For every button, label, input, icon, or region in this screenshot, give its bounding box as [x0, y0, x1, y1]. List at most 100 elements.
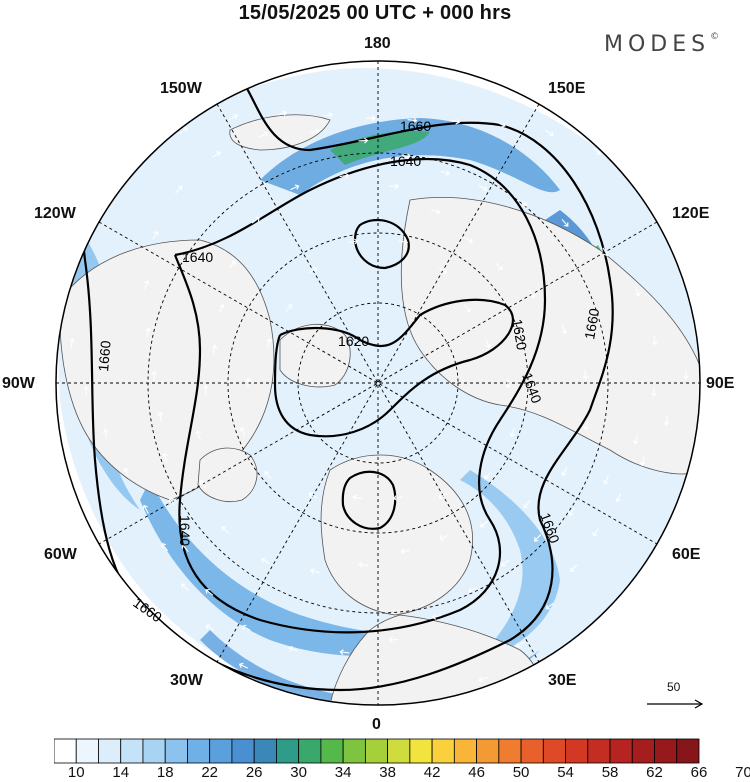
wind-arrow — [528, 289, 536, 299]
colorbar-tick-label: 62 — [646, 764, 663, 781]
wind-arrow — [211, 344, 218, 355]
wind-arrow — [145, 327, 151, 338]
wind-arrow — [583, 420, 590, 431]
wind-arrow — [650, 386, 657, 397]
land-masses — [59, 114, 700, 705]
copyright-mark: © — [710, 32, 720, 42]
wind-arrow — [501, 559, 510, 567]
contour-1620-b — [353, 218, 410, 270]
wind-arrow — [142, 504, 149, 514]
wind-arrow — [277, 110, 288, 116]
colorbar-tick-label: 18 — [156, 764, 174, 781]
wind-arrow — [261, 557, 270, 564]
brand-name: MODES — [604, 32, 711, 57]
wind-arrow — [202, 384, 209, 395]
lon-label-90w: 90W — [2, 375, 35, 392]
wind-arrow — [592, 528, 599, 537]
colorbar-swatch — [342, 738, 366, 764]
wind-arrow — [195, 430, 202, 440]
wind-arrow — [221, 526, 229, 534]
wind-arrow — [308, 492, 318, 499]
wind-arrow — [570, 564, 578, 572]
wind-arrow — [652, 335, 658, 346]
colorbar-swatch — [631, 738, 655, 764]
colorbar-swatch — [209, 738, 233, 764]
wind-arrow — [102, 428, 109, 439]
colorbar-swatch — [54, 738, 77, 764]
colorbar-tick-label: 10 — [67, 764, 85, 781]
wind-arrow — [358, 137, 369, 144]
wind-arrow — [285, 304, 293, 312]
colorbar-tick-label: 46 — [468, 764, 485, 781]
colorbar-swatch — [276, 738, 300, 764]
wind-arrow — [518, 199, 527, 207]
wind-arrow — [523, 500, 531, 509]
wind-arrow — [388, 636, 399, 643]
wind-arrow — [505, 378, 511, 389]
wind-arrow — [205, 589, 214, 596]
land-greenland — [197, 447, 258, 502]
contour-1620-c — [341, 470, 397, 530]
wind-arrow — [431, 614, 442, 620]
wind-arrow — [468, 586, 478, 593]
wind-arrow — [168, 497, 176, 507]
contour-label: 1640 — [182, 249, 213, 265]
wind-arrow — [308, 266, 318, 274]
wind-arrow — [392, 495, 403, 501]
wind-arrow — [635, 287, 641, 297]
wind-arrow — [479, 520, 489, 528]
wind-arrow — [440, 170, 450, 176]
wind-arrow — [389, 183, 399, 190]
wind-arrow — [241, 624, 251, 631]
wind-arrow — [123, 467, 129, 478]
lon-label-120e: 120E — [672, 205, 710, 222]
wind-arrow — [162, 452, 168, 463]
colorbar-swatch — [164, 738, 188, 764]
lon-label-30e: 30E — [548, 672, 577, 689]
land-europe — [320, 454, 473, 616]
wind-arrow — [152, 230, 159, 240]
wind-arrow — [310, 128, 320, 135]
wind-arrow — [485, 338, 491, 349]
wind-arrow — [181, 544, 189, 552]
wind-arrow — [438, 492, 448, 500]
colorbar-swatch — [520, 738, 544, 764]
wind-arrow — [639, 456, 646, 467]
contour-1640 — [173, 157, 547, 634]
wind-arrow — [478, 185, 488, 192]
wind-arrow — [515, 641, 525, 648]
colorbar-tick-label: 34 — [334, 764, 352, 781]
wind-arrow — [280, 693, 291, 700]
wind-arrow — [603, 475, 609, 485]
colorbar-swatch — [387, 738, 411, 764]
wind-arrow — [358, 561, 369, 568]
colorbar-swatch — [453, 738, 477, 764]
colorbar-swatch — [298, 738, 322, 764]
wind-arrow — [663, 415, 670, 426]
wind-arrow — [400, 548, 411, 555]
lon-label-120w: 120W — [34, 205, 76, 222]
wind-arrow — [239, 427, 246, 437]
wind-arrow — [496, 121, 506, 128]
wind-arrow — [689, 266, 696, 277]
wind-arrow — [212, 151, 221, 158]
wind-arrow — [534, 534, 542, 542]
wind-arrow — [593, 147, 602, 155]
jet-band-south — [200, 630, 540, 705]
colorbar-tick-label: 54 — [557, 764, 574, 781]
colorbar-swatch — [587, 738, 611, 764]
wind-arrow — [134, 152, 142, 160]
wind-arrow — [464, 236, 473, 244]
wind-arrow — [632, 434, 639, 445]
colorbar-swatch — [654, 738, 678, 764]
lon-label-30w: 30W — [170, 672, 203, 689]
land-asia-russia — [400, 197, 700, 475]
lon-label-150e: 150E — [548, 80, 586, 97]
contour-label: 1640 — [177, 515, 193, 546]
modes-logo: MODES© — [604, 32, 719, 57]
colorbar-swatch — [364, 738, 389, 764]
colorbar-swatch — [142, 738, 166, 764]
wind-reference-label: 50 — [667, 680, 681, 694]
contour-label: 1620 — [509, 318, 530, 352]
colorbar-swatch — [476, 738, 500, 764]
